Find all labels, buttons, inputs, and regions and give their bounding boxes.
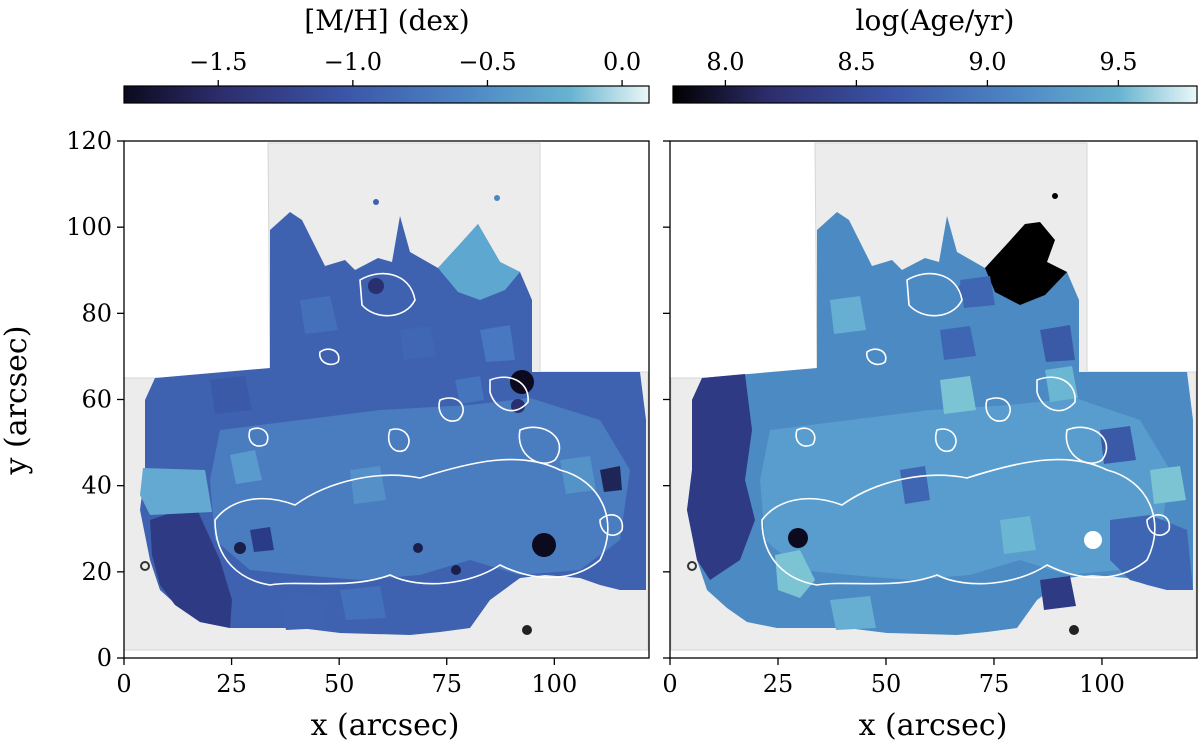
- colorbar-left: [M/H] (dex) −1.5 −1.0 −0.5 0.0: [123, 4, 650, 104]
- left-y-axis-label: y (arcsec): [0, 326, 34, 476]
- right-black-lobe: [985, 222, 1067, 305]
- x-tick-label: 25: [763, 670, 794, 698]
- colorbar-right-label: log(Age/yr): [856, 4, 1015, 37]
- left-x-axis-label: x (arcsec): [311, 708, 460, 743]
- panel-right-map: [670, 142, 1197, 651]
- y-tick-label: 60: [81, 386, 112, 414]
- y-tick-label: 20: [81, 558, 112, 586]
- colorbar-tick-label: 0.0: [603, 48, 641, 76]
- x-tick-label: 75: [979, 670, 1010, 698]
- left-contours: [214, 272, 624, 586]
- colorbar-tick-label: 9.5: [1099, 48, 1137, 76]
- colorbar-tick-label: 8.0: [706, 48, 744, 76]
- right-dark-band: [687, 374, 755, 580]
- left-dark-spots: [234, 278, 556, 575]
- y-tick-label: 40: [81, 472, 112, 500]
- left-cells: [210, 296, 622, 630]
- colorbar-right-ticks: 8.0 8.5 9.0 9.5: [706, 48, 1137, 86]
- left-light-patch: [140, 468, 212, 515]
- right-central-region: [760, 398, 1170, 580]
- axes-left-ticks: 0 25 50 75 100 0 20 40 60 80 100 120: [66, 127, 577, 698]
- right-x-axis-label: x (arcsec): [859, 708, 1008, 743]
- left-central-region: [210, 398, 630, 580]
- right-spots: [788, 193, 1102, 549]
- x-tick-label: 100: [531, 670, 577, 698]
- x-tick-label: 100: [1079, 670, 1125, 698]
- x-tick-label: 50: [871, 670, 902, 698]
- colorbar-tick-label: 8.5: [837, 48, 875, 76]
- left-dark-lobe: [150, 505, 232, 628]
- colorbar-right: log(Age/yr) 8.0 8.5 9.0 9.5: [672, 4, 1198, 104]
- y-tick-label: 0: [97, 644, 112, 672]
- right-light-patch: [775, 550, 815, 598]
- axes-right-ticks: 0 25 50 75 100: [662, 140, 1125, 698]
- right-contours: [761, 272, 1171, 586]
- y-tick-label: 100: [66, 213, 112, 241]
- x-tick-label: 50: [324, 670, 355, 698]
- colorbar-tick-label: −1.5: [189, 48, 247, 76]
- right-cells: [830, 276, 1186, 630]
- left-light-lobe: [438, 224, 520, 300]
- x-tick-label: 75: [431, 670, 462, 698]
- panel-left-map: [124, 142, 649, 651]
- y-tick-label: 120: [66, 127, 112, 155]
- x-tick-label: 0: [116, 670, 131, 698]
- colorbar-tick-label: −0.5: [458, 48, 516, 76]
- colorbar-tick-label: −1.0: [324, 48, 382, 76]
- colorbar-left-label: [M/H] (dex): [304, 4, 469, 37]
- colorbar-left-ticks: −1.5 −1.0 −0.5 0.0: [189, 48, 641, 86]
- colorbar-tick-label: 9.0: [968, 48, 1006, 76]
- y-tick-label: 80: [81, 299, 112, 327]
- x-tick-label: 25: [216, 670, 247, 698]
- x-tick-label: 0: [662, 670, 677, 698]
